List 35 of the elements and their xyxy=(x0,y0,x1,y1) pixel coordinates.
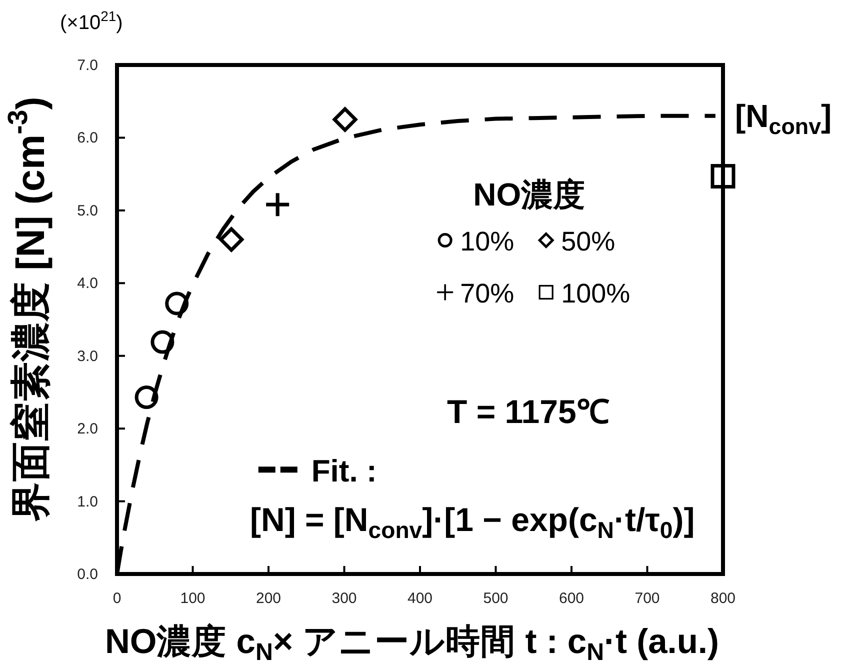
legend-label: 70% xyxy=(460,278,514,308)
point xyxy=(266,193,290,216)
y-tick-label: 4.0 xyxy=(77,275,98,292)
point xyxy=(710,164,736,189)
y-tick-label: 3.0 xyxy=(77,348,98,365)
legend-title: NO濃度 xyxy=(473,176,586,212)
y-tick-label: 2.0 xyxy=(77,420,98,438)
legend-label: Fit. : xyxy=(311,454,377,489)
x-tick-label: 500 xyxy=(483,590,508,607)
annotation: T = 1175℃ xyxy=(447,393,610,430)
x-tick-label: 300 xyxy=(332,590,357,607)
annotation: [N] = [N$_{conv}$]·[1 − exp(c$_{N}$·t/τ$_{0}$)] xyxy=(250,501,695,543)
x-tick-label: 0 xyxy=(112,590,122,607)
x-tick-label: 100 xyxy=(180,590,206,607)
point xyxy=(219,227,244,252)
point xyxy=(332,107,358,132)
x-tick-label: 800 xyxy=(710,590,736,607)
point xyxy=(134,386,158,410)
legend-label: 100% xyxy=(561,278,630,308)
x-tick-label: 600 xyxy=(558,590,584,607)
x-tick-label: 400 xyxy=(407,590,433,607)
y-tick-label: 0.0 xyxy=(77,566,98,583)
text: [N$_{conv}$] xyxy=(735,98,832,139)
x-axis-title: NO濃度 c$_{N}$× アニール時間 t : c$_{N}$·t (a.u.) xyxy=(104,622,720,666)
y-tick-label: 5.0 xyxy=(77,202,98,220)
point xyxy=(150,330,174,354)
x-tick-label: 200 xyxy=(256,590,282,607)
legend-label: 50% xyxy=(561,226,616,256)
y-tick-label: 6.0 xyxy=(77,130,98,147)
y-tick-label: 7.0 xyxy=(77,57,98,74)
point xyxy=(165,292,189,316)
y-tick-label: 1.0 xyxy=(77,493,98,510)
legend-label: 10% xyxy=(460,226,514,256)
x-tick-label: 700 xyxy=(634,590,660,607)
text: (×10$^{21}$) xyxy=(60,8,123,34)
